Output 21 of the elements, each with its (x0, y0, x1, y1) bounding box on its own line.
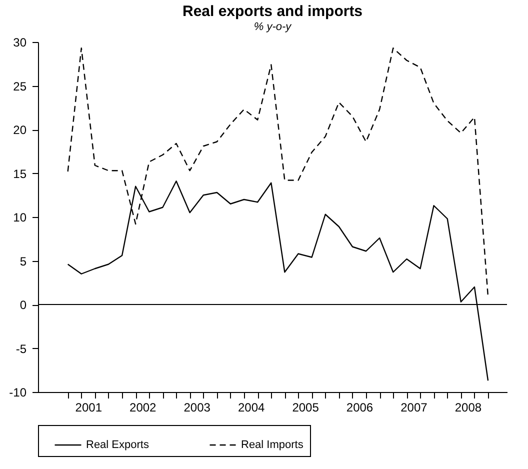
y-tick-label: 10 (13, 210, 27, 224)
y-tick-label: 0 (20, 298, 27, 312)
x-tick-label: 2002 (130, 400, 157, 414)
x-tick-label: 2006 (346, 400, 374, 414)
x-tick-label: 2008 (454, 400, 482, 414)
x-tick-label: 2003 (184, 400, 211, 414)
y-tick-label: 5 (20, 254, 27, 268)
y-tick-label: 15 (13, 166, 27, 181)
x-tick-label: 2001 (75, 400, 102, 414)
legend-label: Real Exports (86, 439, 150, 451)
chart-subtitle: % y-o-y (254, 21, 293, 33)
y-tick-label: -5 (16, 342, 27, 356)
x-tick-label: 2005 (292, 400, 320, 414)
y-tick-label: 20 (13, 123, 27, 137)
y-tick-label: 30 (13, 36, 27, 50)
y-tick-label: -10 (9, 386, 27, 400)
x-tick-label: 2007 (400, 400, 428, 414)
chart-title: Real exports and imports (182, 3, 363, 20)
x-tick-label: 2004 (238, 400, 265, 414)
legend-label: Real Imports (241, 439, 304, 451)
y-tick-label: 25 (13, 79, 27, 94)
